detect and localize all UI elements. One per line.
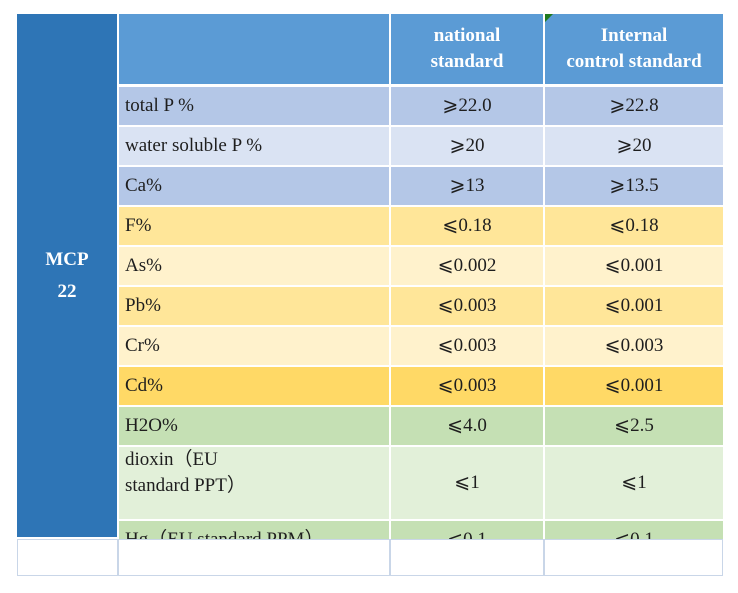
row-item-cell: Cr% xyxy=(119,327,389,365)
header-national-line1: national xyxy=(433,25,501,47)
header-national-line2: standard xyxy=(430,51,504,72)
row-national-value: ⩾13 xyxy=(391,167,543,205)
header-internal-line2: control standard xyxy=(566,51,702,72)
row-item-cell: dioxin（EU standard PPT） xyxy=(119,447,389,519)
row-item-cell: H2O% xyxy=(119,407,389,445)
row-internal-value: ⩽0.001 xyxy=(545,367,723,405)
row-internal-value: ⩽0.18 xyxy=(545,207,723,245)
row-national-value: ⩽1 xyxy=(391,447,543,519)
row-internal-value: ⩽1 xyxy=(545,447,723,519)
row-item-cell: water soluble P % xyxy=(119,127,389,165)
row-national-value: ⩽4.0 xyxy=(391,407,543,445)
cell-comment-marker xyxy=(545,14,553,22)
row-national-value: ⩾20 xyxy=(391,127,543,165)
empty-row-cell-3 xyxy=(390,539,544,576)
row-internal-value: ⩽0.003 xyxy=(545,327,723,365)
row-internal-value: ⩽0.001 xyxy=(545,247,723,285)
row-national-value: ⩽0.003 xyxy=(391,327,543,365)
row-internal-value: ⩾22.8 xyxy=(545,87,723,125)
mcp22-spec-table: MCP 22 national standard Internal contro… xyxy=(17,14,723,576)
empty-row-cell-1 xyxy=(17,539,118,576)
row-internal-value: ⩽0.001 xyxy=(545,287,723,325)
row-national-value: ⩽0.18 xyxy=(391,207,543,245)
row-item-text-line: dioxin（EU xyxy=(125,449,218,470)
row-internal-value: ⩽2.5 xyxy=(545,407,723,445)
row-national-value: ⩾22.0 xyxy=(391,87,543,125)
header-item-cell xyxy=(119,14,389,84)
empty-row-cell-4 xyxy=(544,539,723,576)
row-item-text-line: standard PPT） xyxy=(125,474,246,496)
row-national-value: ⩽0.003 xyxy=(391,287,543,325)
row-item-cell: total P % xyxy=(119,87,389,125)
row-item-cell: F% xyxy=(119,207,389,245)
row-internal-value: ⩾20 xyxy=(545,127,723,165)
row-internal-value: ⩾13.5 xyxy=(545,167,723,205)
row-item-cell: Pb% xyxy=(119,287,389,325)
row-group-label: MCP 22 xyxy=(17,14,117,537)
header-national-standard: national standard xyxy=(391,14,543,84)
row-group-label-line1: MCP xyxy=(45,248,89,270)
row-national-value: ⩽0.003 xyxy=(391,367,543,405)
header-internal-control-standard: Internal control standard xyxy=(545,14,723,84)
row-group-label-line2: 22 xyxy=(57,280,77,302)
header-internal-line1: Internal xyxy=(600,25,668,47)
empty-row-cell-2 xyxy=(118,539,390,576)
row-national-value: ⩽0.002 xyxy=(391,247,543,285)
row-item-cell: Ca% xyxy=(119,167,389,205)
row-item-cell: Cd% xyxy=(119,367,389,405)
row-item-cell: As% xyxy=(119,247,389,285)
